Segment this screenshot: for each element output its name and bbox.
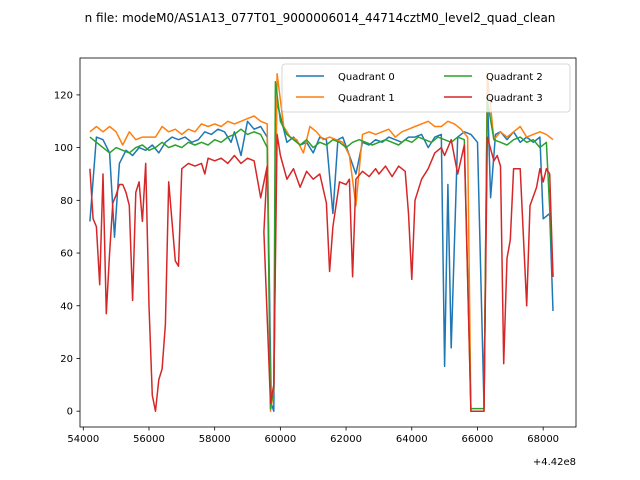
axes-frame xyxy=(79,57,577,428)
y-tick-label: 40 xyxy=(60,301,73,312)
y-tick-label: 60 xyxy=(60,249,73,260)
legend: Quadrant 0 Quadrant 1 Quadrant 2 Quadrant 3 xyxy=(281,63,571,113)
series-line-quadrant-3 xyxy=(89,133,554,412)
legend-label-quadrant-2: Quadrant 2 xyxy=(486,72,543,83)
x-tick-label: 68000 xyxy=(527,434,559,445)
chart-title: n file: modeM0/AS1A13_077T01_9000006014_… xyxy=(85,11,556,25)
plot-area xyxy=(89,73,554,412)
x-tick-label: 54000 xyxy=(67,434,99,445)
legend-label-quadrant-3: Quadrant 3 xyxy=(486,93,543,104)
x-tick-label: 56000 xyxy=(133,434,165,445)
x-axis: 54000 56000 58000 60000 62000 64000 66000 68000 xyxy=(67,427,559,445)
y-tick-label: 20 xyxy=(60,354,73,365)
series-line-quadrant-2 xyxy=(89,80,554,410)
x-tick-label: 66000 xyxy=(462,434,494,445)
y-axis: 0 20 40 60 80 100 120 xyxy=(54,90,80,418)
legend-label-quadrant-1: Quadrant 1 xyxy=(338,93,395,104)
x-axis-offset-label: +4.42e8 xyxy=(533,457,576,468)
x-tick-label: 58000 xyxy=(199,434,231,445)
x-tick-label: 62000 xyxy=(330,434,362,445)
x-tick-label: 60000 xyxy=(264,434,296,445)
y-tick-label: 120 xyxy=(54,90,73,101)
legend-box xyxy=(281,63,571,113)
y-tick-label: 0 xyxy=(67,407,73,418)
y-tick-label: 80 xyxy=(60,196,73,207)
y-tick-label: 100 xyxy=(54,143,73,154)
legend-label-quadrant-0: Quadrant 0 xyxy=(338,72,395,83)
x-tick-label: 64000 xyxy=(396,434,428,445)
